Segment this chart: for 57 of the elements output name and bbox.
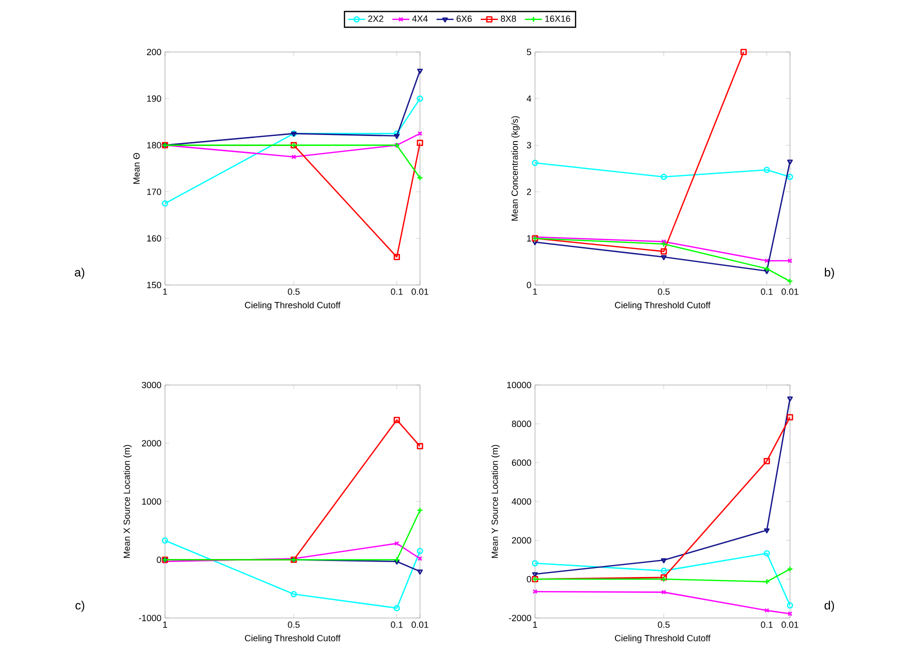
x-axis-title: Cieling Threshold Cutoff [614,302,711,310]
x-tick-label: 1 [163,288,168,295]
y-tick-label: 1 [527,235,532,242]
x-tick-label: 0.1 [760,622,773,628]
text: a) [74,268,84,279]
y-tick-label: 6000 [512,459,532,466]
x-tick-label: 0.01 [782,622,798,628]
x-tick-label: 0.1 [390,622,403,628]
y-axis-title: Mean Θ [133,152,140,184]
y-tick-label: 2000 [512,537,532,544]
x-tick-label: 0.5 [658,622,670,628]
y-tick-label: 2 [526,188,532,195]
x-tick-label: 0.5 [288,622,300,628]
text: b) [824,268,834,279]
y-tick-label: 0 [526,576,532,582]
y-tick-label: 0 [526,282,532,288]
y-tick-label: 160 [147,235,162,242]
y-tick-label: 4 [526,96,532,102]
y-tick-label: 170 [147,188,162,195]
y-tick-label: 150 [147,282,162,288]
y-tick-label: 3 [526,142,532,148]
legend-label: 8X8 [500,15,516,22]
x-tick-label: 0.01 [782,288,798,295]
legend-label: 2X2 [368,15,384,22]
y-tick-label: 1000 [142,498,162,505]
y-tick-label: -1000 [138,614,162,622]
y-axis-title: Mean Concentration (kg/s) [511,116,520,221]
x-tick-label: 1 [533,288,538,295]
y-tick-label: 190 [147,95,162,102]
x-tick-label: 0.1 [760,288,773,295]
x-tick-label: 0.5 [288,288,300,295]
y-tick-label: -2000 [508,614,532,622]
x-axis-title: Cieling Threshold Cutoff [244,634,340,644]
y-tick-label: 4000 [512,498,532,505]
y-axis-title: Mean Y Source Location (m) [491,445,500,558]
x-tick-label: 1 [533,622,538,628]
y-tick-label: 8000 [512,420,532,428]
legend-label: 16X16 [545,15,570,22]
y-tick-label: 0 [156,556,162,563]
x-tick-label: 0.5 [658,288,670,295]
x-tick-label: 0.1 [390,288,403,295]
y-tick-label: 5 [526,48,532,56]
x-tick-label: 1 [163,622,168,628]
y-tick-label: 3000 [142,382,162,388]
y-tick-label: 200 [146,48,162,56]
y-tick-label: 2000 [142,440,162,446]
y-tick-label: 180 [147,142,162,148]
x-tick-label: 0.01 [412,288,428,295]
legend-label: 6X6 [456,15,472,22]
x-tick-label: 0.01 [412,622,428,628]
y-tick-label: 10000 [507,382,532,388]
text: c) [76,600,84,612]
text: d) [824,600,834,612]
x-axis-title: Cieling Threshold Cutoff [244,302,340,310]
y-axis-title: Mean X Source Location (m) [123,445,132,558]
x-axis-title: Cieling Threshold Cutoff [614,634,711,644]
legend-label: 4X4 [412,16,428,22]
